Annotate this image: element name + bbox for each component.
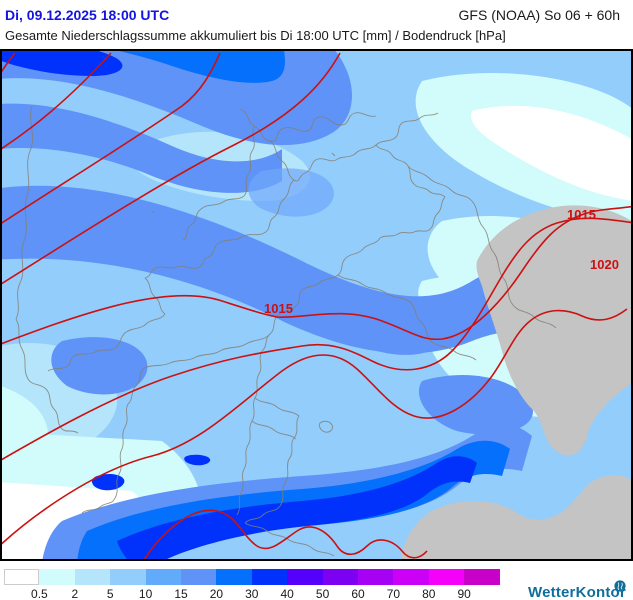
svg-text:1020: 1020 [590,257,619,272]
svg-text:1015: 1015 [567,207,596,222]
svg-text:1015: 1015 [264,301,293,316]
